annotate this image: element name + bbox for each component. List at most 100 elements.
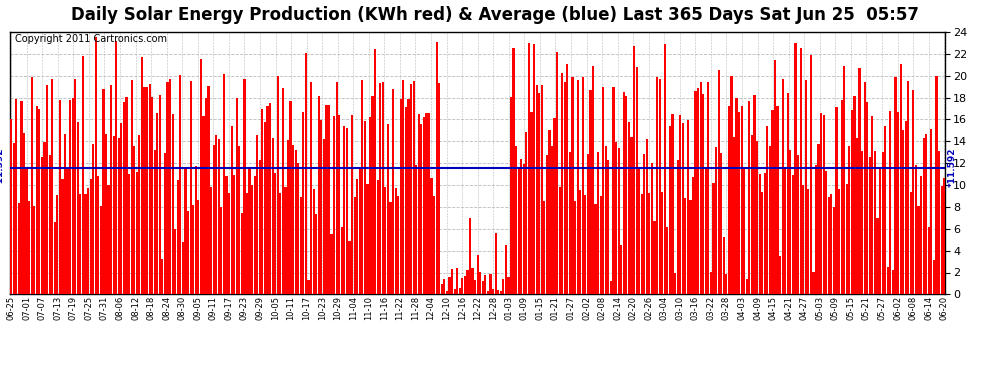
Bar (102, 89, 105, 294)
Bar (636, 67, 638, 294)
Bar (264, 122, 266, 294)
Bar (374, 50, 376, 294)
Bar (874, 151, 876, 294)
Bar (892, 270, 894, 294)
Bar (371, 96, 373, 294)
Bar (707, 82, 710, 294)
Bar (239, 146, 241, 294)
Bar (274, 173, 276, 294)
Bar (828, 197, 830, 294)
Bar (661, 192, 663, 294)
Bar (431, 178, 433, 294)
Bar (548, 130, 550, 294)
Bar (256, 135, 258, 294)
Bar (576, 80, 579, 294)
Bar (500, 291, 502, 294)
Bar (164, 153, 166, 294)
Bar (820, 113, 823, 294)
Bar (600, 196, 602, 294)
Bar (121, 123, 123, 294)
Bar (176, 180, 179, 294)
Bar (794, 43, 797, 294)
Bar (741, 106, 742, 294)
Bar (787, 93, 789, 294)
Bar (489, 274, 492, 294)
Bar (584, 195, 586, 294)
Bar (187, 211, 189, 294)
Bar (805, 80, 807, 294)
Bar (213, 145, 215, 294)
Bar (887, 267, 889, 294)
Bar (900, 64, 902, 294)
Bar (166, 82, 168, 294)
Bar (248, 168, 250, 294)
Bar (539, 93, 541, 294)
Bar (650, 163, 653, 294)
Bar (889, 111, 891, 294)
Bar (923, 138, 925, 294)
Bar (353, 197, 355, 294)
Bar (64, 134, 66, 294)
Bar (807, 189, 810, 294)
Bar (156, 113, 158, 294)
Bar (618, 148, 620, 294)
Bar (87, 188, 89, 294)
Bar (679, 115, 681, 294)
Bar (61, 179, 63, 294)
Bar (920, 176, 923, 294)
Bar (869, 157, 871, 294)
Bar (466, 270, 468, 294)
Bar (666, 227, 668, 294)
Bar (333, 116, 336, 294)
Bar (100, 206, 102, 294)
Bar (792, 175, 794, 294)
Bar (482, 281, 484, 294)
Bar (474, 280, 476, 294)
Bar (743, 168, 745, 294)
Bar (518, 168, 520, 294)
Bar (556, 52, 558, 294)
Bar (97, 176, 99, 294)
Bar (151, 97, 153, 294)
Bar (328, 105, 330, 294)
Bar (456, 268, 458, 294)
Bar (533, 44, 536, 294)
Bar (251, 186, 253, 294)
Bar (931, 129, 933, 294)
Bar (358, 168, 361, 294)
Bar (853, 96, 855, 294)
Bar (831, 194, 833, 294)
Bar (866, 102, 868, 294)
Bar (115, 41, 118, 294)
Bar (579, 190, 581, 294)
Bar (39, 109, 41, 294)
Bar (56, 195, 58, 294)
Bar (797, 156, 799, 294)
Bar (153, 150, 155, 294)
Bar (684, 198, 686, 294)
Bar (689, 200, 691, 294)
Bar (389, 202, 392, 294)
Bar (41, 158, 43, 294)
Bar (197, 201, 199, 294)
Bar (761, 192, 763, 294)
Bar (79, 194, 81, 294)
Bar (702, 94, 704, 294)
Bar (323, 139, 325, 294)
Bar (382, 82, 384, 294)
Bar (415, 165, 417, 294)
Bar (276, 76, 279, 294)
Bar (607, 160, 610, 294)
Bar (700, 82, 702, 294)
Bar (592, 66, 594, 294)
Bar (748, 101, 750, 294)
Bar (395, 188, 397, 294)
Bar (361, 80, 363, 294)
Bar (397, 195, 399, 294)
Bar (310, 82, 312, 294)
Bar (756, 141, 758, 294)
Bar (366, 184, 368, 294)
Bar (51, 79, 53, 294)
Bar (476, 255, 479, 294)
Bar (144, 87, 146, 294)
